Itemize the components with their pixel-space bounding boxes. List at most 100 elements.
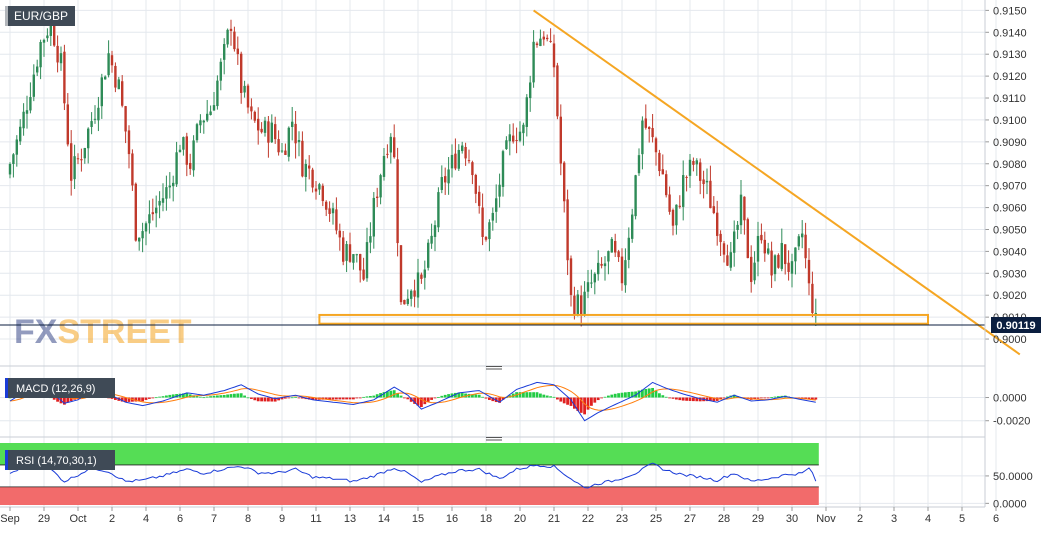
candle-body: [736, 224, 739, 230]
price-grid: [0, 9, 985, 340]
candle-body: [189, 162, 192, 169]
candle-body: [165, 187, 168, 199]
candle-body: [410, 290, 413, 299]
time-tick-label: 11: [310, 513, 321, 525]
candle-body: [311, 169, 314, 188]
candle-body: [709, 180, 712, 209]
candle-body: [617, 251, 620, 258]
macd-line: [9, 381, 816, 422]
candle-body: [314, 188, 318, 192]
time-tick-label: 29: [38, 513, 50, 525]
candle-body: [603, 263, 607, 267]
candle-body: [195, 124, 199, 141]
candle-body: [668, 194, 671, 212]
candle-body: [53, 19, 56, 46]
candle-body: [93, 118, 97, 120]
macd-histogram-bar: [675, 397, 678, 400]
macd-histogram-bar: [280, 397, 284, 400]
macd-histogram-bar: [335, 397, 338, 400]
time-tick-label: 8: [245, 513, 251, 525]
candle-body: [308, 165, 311, 169]
candle-body: [631, 214, 634, 239]
macd-histogram-bar: [294, 396, 297, 398]
candle-body: [87, 128, 90, 149]
candle-body: [787, 262, 790, 272]
macd-histogram-bar: [168, 394, 172, 398]
candle-body: [168, 185, 171, 188]
candle-body: [342, 237, 345, 262]
candle-body: [716, 212, 719, 236]
candle-body: [396, 159, 399, 244]
macd-histogram-bar: [671, 397, 675, 399]
macd-histogram-bar: [593, 397, 597, 403]
macd-histogram-bar: [392, 390, 396, 398]
rsi-axis: 50.0000 0.0000: [818, 471, 1033, 510]
macd-histogram-bar: [369, 395, 372, 398]
candle-body: [488, 222, 491, 240]
macd-histogram-bar: [447, 394, 450, 398]
candle-body: [549, 40, 552, 42]
candle-body: [328, 208, 331, 214]
candle-body: [352, 254, 355, 263]
candle-body: [8, 164, 12, 175]
macd-histogram-bar: [199, 396, 202, 398]
rsi-label-accent: [5, 450, 8, 470]
candle-body: [692, 160, 695, 165]
macd-resize-handle[interactable]: [486, 366, 502, 370]
candle-body: [63, 51, 66, 104]
macd-histogram-bar: [148, 397, 151, 399]
macd-histogram-bar: [719, 397, 722, 400]
macd-histogram-bar: [263, 397, 267, 402]
candle-body: [206, 113, 209, 121]
macd-histogram-bar: [246, 397, 250, 399]
macd-histogram-bar: [556, 397, 559, 400]
candle-body: [257, 118, 260, 131]
macd-histogram-bar: [205, 396, 209, 398]
candle-body: [267, 121, 270, 143]
macd-tick-label: -0.0020: [993, 416, 1030, 428]
candle-body: [760, 234, 763, 241]
candle-body: [569, 258, 573, 295]
macd-histogram-bar: [586, 397, 590, 410]
candle-body: [379, 175, 382, 198]
candle-body: [447, 169, 450, 184]
macd-histogram-bar: [188, 394, 192, 398]
macd-histogram-bar: [688, 397, 692, 401]
candle-body: [250, 106, 253, 112]
time-tick-label: 30: [786, 513, 798, 525]
macd-histogram-bar: [760, 397, 763, 399]
macd-histogram-bar: [137, 397, 141, 402]
candle-body: [365, 242, 369, 279]
candle-body: [794, 247, 797, 262]
candle-body: [597, 262, 600, 275]
price-tick-label: 0.9150: [993, 5, 1027, 17]
rsi-tick-label: 50.0000: [993, 471, 1033, 483]
candle-body: [19, 126, 22, 142]
candle-body: [212, 105, 216, 111]
candle-body: [127, 130, 131, 155]
macd-histogram-bar: [297, 397, 301, 399]
macd-histogram-bar: [341, 397, 345, 400]
macd-histogram-bar: [328, 397, 331, 400]
macd-histogram-bar: [250, 397, 253, 399]
candle-body: [144, 223, 148, 232]
candle-body: [236, 48, 239, 55]
time-tick-label: 20: [514, 513, 526, 525]
macd-histogram-bar: [498, 397, 501, 403]
candle-body: [433, 225, 437, 237]
candle-body: [277, 139, 280, 153]
macd-histogram-bar: [712, 397, 716, 401]
candle-body: [90, 121, 93, 128]
macd-histogram-bar: [491, 397, 495, 402]
time-tick-label: 18: [480, 513, 492, 525]
rsi-resize-handle[interactable]: [486, 437, 502, 441]
candle-body: [216, 80, 219, 107]
macd-histogram-bar: [569, 397, 573, 406]
candle-body: [750, 256, 753, 282]
macd-histogram-bar: [161, 396, 165, 398]
candle-body: [454, 153, 457, 169]
candle-body: [546, 37, 549, 40]
candle-body: [675, 204, 678, 226]
macd-histogram-bar: [239, 393, 243, 398]
